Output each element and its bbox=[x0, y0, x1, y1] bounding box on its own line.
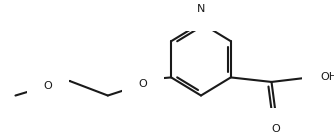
Text: OH: OH bbox=[320, 72, 334, 82]
Text: O: O bbox=[44, 81, 52, 91]
Text: N: N bbox=[197, 4, 205, 14]
Text: O: O bbox=[272, 124, 281, 135]
Text: O: O bbox=[139, 79, 148, 89]
